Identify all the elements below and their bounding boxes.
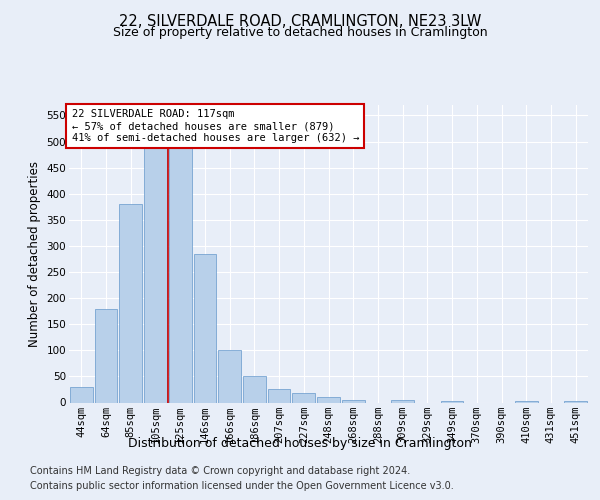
Bar (218, 350, 241, 403)
Text: Contains public sector information licensed under the Open Government Licence v3: Contains public sector information licen… (30, 481, 454, 491)
Bar (169, 136, 191, 402)
Bar (441, 401, 463, 402)
Bar (292, 393, 315, 402)
Bar (70, 387, 93, 402)
Bar (194, 254, 216, 402)
Bar (391, 400, 414, 402)
Bar (317, 398, 340, 402)
Bar (342, 400, 365, 402)
Text: 22 SILVERDALE ROAD: 117sqm
← 57% of detached houses are smaller (879)
41% of sem: 22 SILVERDALE ROAD: 117sqm ← 57% of deta… (71, 110, 359, 142)
Bar (243, 376, 266, 402)
Text: Contains HM Land Registry data © Crown copyright and database right 2024.: Contains HM Land Registry data © Crown c… (30, 466, 410, 476)
Text: Size of property relative to detached houses in Cramlington: Size of property relative to detached ho… (113, 26, 487, 39)
Bar (119, 204, 142, 402)
Bar (268, 390, 290, 402)
Text: Distribution of detached houses by size in Cramlington: Distribution of detached houses by size … (128, 438, 472, 450)
Bar (95, 308, 118, 402)
Text: 22, SILVERDALE ROAD, CRAMLINGTON, NE23 3LW: 22, SILVERDALE ROAD, CRAMLINGTON, NE23 3… (119, 14, 481, 29)
Y-axis label: Number of detached properties: Number of detached properties (28, 161, 41, 347)
Bar (144, 136, 167, 402)
